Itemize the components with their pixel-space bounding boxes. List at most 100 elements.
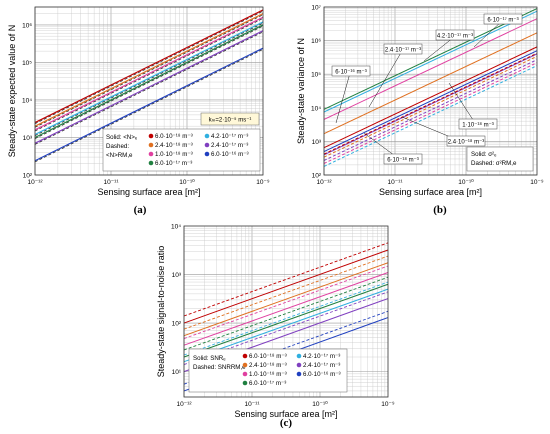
callout-label: 4.2·10⁻¹⁷ m⁻³ [437,32,473,39]
legend-swatch [242,353,248,359]
panel-1: 10⁻¹² 10⁻¹¹ 10⁻¹⁰ 10⁻⁹ 10² 10³ 10⁴ 10⁵ 10⁶ 10⁷ Sen… [296,5,544,217]
series-line-dashed [34,31,264,145]
callout-label: 6·10⁻¹⁸ m⁻³ [387,156,419,163]
plot-frame [183,225,389,398]
legend-swatch [204,133,210,139]
series-line-solid [34,24,264,139]
panel-0: 10⁻¹² 10⁻¹¹ 10⁻¹⁰ 10⁻⁹ 10² 10³ 10⁴ 10⁵ 10⁶ Sensin… [7,6,270,216]
series-line-dashed [323,62,538,164]
series-line-dashed [183,276,389,351]
series-line-solid [323,53,538,156]
x-tick-label: 10⁻¹⁰ [312,400,328,408]
callout-label: 2.4·10⁻¹⁷ m⁻³ [385,46,421,53]
legend-swatch [296,371,302,377]
y-axis-label: Steady-state expected value of N [7,25,17,158]
series-line-dashed [323,59,538,161]
y-tick-label: 10⁵ [22,60,32,67]
callout-label: 2.4·10⁻¹⁸ m⁻³ [448,138,485,145]
callout-arrow [473,20,503,48]
legend-label: 6.0·10⁻¹⁷ m⁻³ [249,380,286,387]
series-line-dashed [34,18,264,132]
legend-label: 2.4·10⁻¹⁷ m⁻³ [211,142,248,149]
series-line-solid [183,283,389,358]
legend-title: Dashed: σ²RM,e [471,160,517,167]
panel-tag: (a) [134,204,147,216]
callout-box [383,153,423,165]
legend-title: Dashed: SNRRM,e [193,364,246,371]
annotation-text: kₘ=2·10⁻⁵ ms⁻¹ [209,117,252,124]
series-line-solid [323,32,538,135]
legend-swatch [148,133,154,139]
x-tick-label: 10⁻¹¹ [245,401,261,408]
legend-label: 4.2·10⁻¹⁷ m⁻³ [303,353,340,360]
x-tick-label: 10⁻¹² [177,401,193,408]
x-tick-label: 10⁻⁹ [530,179,544,186]
callout-arrow [423,36,455,62]
y-tick-label: 10³ [23,135,33,142]
legend-label: 4.2·10⁻¹⁷ m⁻³ [211,133,248,140]
y-tick-label: 10⁶ [311,38,321,45]
y-tick-label: 10⁷ [311,5,321,12]
panel-2: 10⁻¹² 10⁻¹¹ 10⁻¹⁰ 10⁻⁹ 10¹ 10² 10³ 10⁴ Sensing s… [156,224,395,430]
x-tick-label: 10⁻¹¹ [388,179,404,186]
x-axis-label: Sensing surface area [m²] [234,409,337,419]
callout-label: 6·10⁻¹⁷ m⁻³ [487,16,518,23]
panel-tag: (c) [280,417,293,429]
series-line-solid [34,9,264,124]
legend-swatch [204,142,210,148]
annotation-box [200,112,260,126]
series-line-solid [34,13,264,127]
callout-box [331,65,371,77]
legend-swatch [204,151,210,157]
series-line-solid [183,249,389,324]
plot-frame [323,6,538,176]
legend-label: 6.0·10⁻¹⁷ m⁻³ [155,160,192,167]
x-axis-label: Sensing surface area [m²] [379,187,482,197]
legend-swatch [296,362,302,368]
callout-label: 6·10⁻¹⁶ m⁻³ [335,68,366,75]
series-line-solid [323,46,538,149]
legend-label: 6.0·10⁻¹⁶ m⁻³ [211,151,249,158]
y-tick-label: 10¹ [172,369,182,376]
y-tick-label: 10⁵ [311,72,321,79]
y-tick-label: 10³ [172,272,182,279]
series-line-dashed [323,52,538,155]
legend-title: Dashed: [106,143,129,150]
legend-swatch [148,151,154,157]
callout-box [435,29,475,41]
series-line-dashed [323,65,538,167]
callout-box [446,135,486,147]
series-line-dashed [323,55,538,158]
legend-box [466,146,534,172]
y-axis-label: Steady-state signal-to-noise ratio [156,246,166,378]
series-line-solid [183,272,389,346]
series-line-dashed [34,25,264,139]
series-line-dashed [183,255,389,330]
legend-box [102,128,261,172]
x-tick-label: 10⁻¹² [317,179,333,186]
legend-swatch [148,160,154,166]
legend-swatch [296,353,302,359]
series-line-dashed [183,242,389,317]
legend-swatch [148,142,154,148]
x-tick-label: 10⁻⁹ [381,401,395,408]
x-tick-label: 10⁻⁹ [256,179,270,186]
series-line-dashed [34,10,264,125]
legend-label: 6.0·10⁻¹⁶ m⁻³ [303,371,341,378]
y-tick-label: 10⁴ [171,224,181,231]
callout-arrow [335,72,351,124]
legend-swatch [242,371,248,377]
callout-arrow [368,50,403,108]
y-tick-label: 10³ [312,139,322,146]
series-line-dashed [34,49,264,163]
legend-title: Solid: <N>ₑ [106,134,138,141]
legend-title: <N>RM,e [106,152,133,159]
callout-box [383,43,423,55]
y-tick-label: 10⁴ [311,105,321,112]
callout-box [483,13,523,25]
legend-label: 1.0·10⁻¹⁸ m⁻³ [249,371,287,378]
series-line-solid [323,10,538,113]
callout-label: 1·10⁻¹⁸ m⁻³ [462,121,494,128]
x-tick-label: 10⁻¹¹ [104,179,120,186]
